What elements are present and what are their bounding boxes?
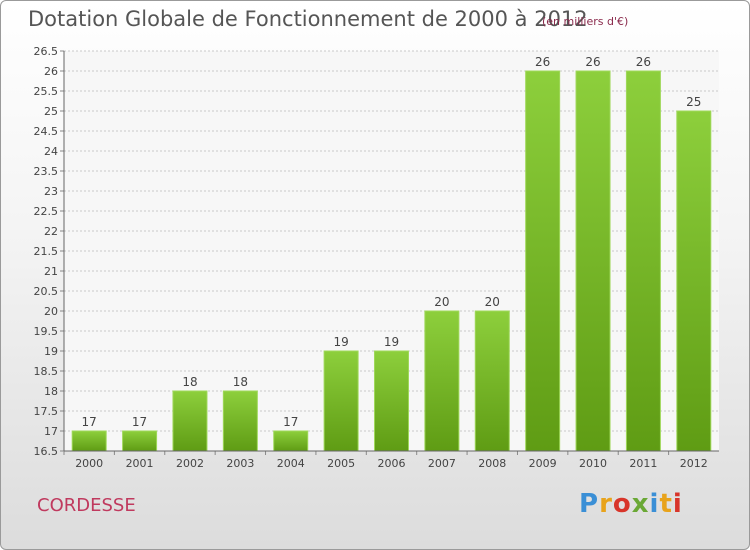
y-tick-label: 23 <box>44 185 58 198</box>
data-label-2000: 17 <box>82 415 97 429</box>
x-tick-label: 2002 <box>176 457 204 470</box>
y-tick-label: 24 <box>44 145 58 158</box>
bar-2003 <box>222 390 258 452</box>
bar-2000 <box>71 430 107 452</box>
y-tick-label: 21.5 <box>34 245 59 258</box>
chart-subtitle: (en milliers d'€) <box>542 15 629 28</box>
bar-2010 <box>575 70 611 452</box>
chart-title: Dotation Globale de Fonctionnement de 20… <box>28 7 588 31</box>
y-tick-label: 24.5 <box>34 125 59 138</box>
x-tick-label: 2010 <box>579 457 607 470</box>
bar-2005 <box>323 350 359 452</box>
logo-letter: P <box>579 489 600 519</box>
y-tick-label: 22.5 <box>34 205 59 218</box>
y-tick-label: 17 <box>44 425 58 438</box>
x-tick-label: 2006 <box>378 457 406 470</box>
data-label-2012: 25 <box>686 95 701 109</box>
y-tick-label: 25 <box>44 105 58 118</box>
y-tick-label: 25.5 <box>34 85 59 98</box>
x-tick-label: 2008 <box>478 457 506 470</box>
data-label-2003: 18 <box>233 375 248 389</box>
logo-letter: r <box>599 489 613 519</box>
commune-name: CORDESSE <box>37 495 136 516</box>
data-label-2007: 20 <box>434 295 449 309</box>
y-tick-label: 16.5 <box>34 445 59 458</box>
data-label-2002: 18 <box>182 375 197 389</box>
logo-letter: x <box>631 489 650 519</box>
x-tick-label: 2003 <box>226 457 254 470</box>
data-label-2009: 26 <box>535 55 550 69</box>
x-tick-label: 2012 <box>680 457 708 470</box>
bar-2007 <box>424 310 460 452</box>
x-tick-label: 2000 <box>75 457 103 470</box>
data-label-2008: 20 <box>485 295 500 309</box>
data-label-2004: 17 <box>283 415 298 429</box>
proxiti-logo: Proxiti <box>579 489 683 519</box>
x-tick-label: 2005 <box>327 457 355 470</box>
x-tick-label: 2004 <box>277 457 305 470</box>
y-tick-label: 18 <box>44 385 58 398</box>
y-tick-label: 22 <box>44 225 58 238</box>
bar-2012 <box>676 110 712 452</box>
x-tick-label: 2011 <box>629 457 657 470</box>
y-tick-label: 21 <box>44 265 58 278</box>
x-tick-label: 2009 <box>529 457 557 470</box>
logo-letter: o <box>612 489 632 519</box>
x-tick-label: 2001 <box>126 457 154 470</box>
y-tick-label: 17.5 <box>34 405 59 418</box>
data-label-2001: 17 <box>132 415 147 429</box>
data-label-2006: 19 <box>384 335 399 349</box>
bar-2011 <box>625 70 661 452</box>
y-tick-label: 20.5 <box>34 285 59 298</box>
bar-2002 <box>172 390 208 452</box>
data-label-2011: 26 <box>636 55 651 69</box>
x-tick-label: 2007 <box>428 457 456 470</box>
logo-letter: i <box>649 489 660 519</box>
y-tick-label: 19 <box>44 345 58 358</box>
data-label-2010: 26 <box>585 55 600 69</box>
bar-2001 <box>122 430 158 452</box>
data-label-2005: 19 <box>333 335 348 349</box>
y-tick-label: 18.5 <box>34 365 59 378</box>
bar-2009 <box>525 70 561 452</box>
y-tick-label: 26 <box>44 65 58 78</box>
y-tick-label: 23.5 <box>34 165 59 178</box>
bar-2004 <box>273 430 309 452</box>
y-tick-label: 20 <box>44 305 58 318</box>
y-tick-label: 19.5 <box>34 325 59 338</box>
bar-2008 <box>474 310 510 452</box>
logo-letter: i <box>672 489 683 519</box>
y-tick-label: 26.5 <box>34 45 59 58</box>
logo-letter: t <box>659 489 673 519</box>
bar-2006 <box>374 350 409 452</box>
